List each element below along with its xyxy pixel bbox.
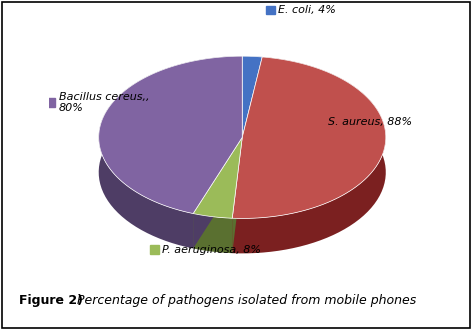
Polygon shape bbox=[193, 137, 242, 248]
Bar bbox=[316, 118, 325, 127]
Text: Percentage of pathogens isolated from mobile phones: Percentage of pathogens isolated from mo… bbox=[73, 294, 416, 307]
Polygon shape bbox=[232, 137, 242, 253]
Polygon shape bbox=[193, 214, 232, 253]
Polygon shape bbox=[193, 137, 242, 248]
Polygon shape bbox=[242, 56, 262, 92]
Text: Figure 2): Figure 2) bbox=[19, 294, 83, 307]
Polygon shape bbox=[99, 56, 242, 214]
Text: Bacillus cereus,,
80%: Bacillus cereus,, 80% bbox=[59, 91, 149, 113]
Polygon shape bbox=[232, 137, 242, 253]
Polygon shape bbox=[99, 56, 242, 248]
Text: P. aeruginosa, 8%: P. aeruginosa, 8% bbox=[162, 245, 261, 255]
Polygon shape bbox=[232, 57, 386, 218]
Text: S. aureus, 88%: S. aureus, 88% bbox=[329, 117, 413, 127]
Bar bbox=[46, 98, 55, 107]
Bar bbox=[266, 6, 275, 14]
Polygon shape bbox=[193, 137, 242, 218]
Text: E. coli, 4%: E. coli, 4% bbox=[278, 5, 337, 15]
Polygon shape bbox=[232, 57, 386, 253]
Polygon shape bbox=[242, 56, 262, 137]
Bar bbox=[150, 245, 159, 254]
